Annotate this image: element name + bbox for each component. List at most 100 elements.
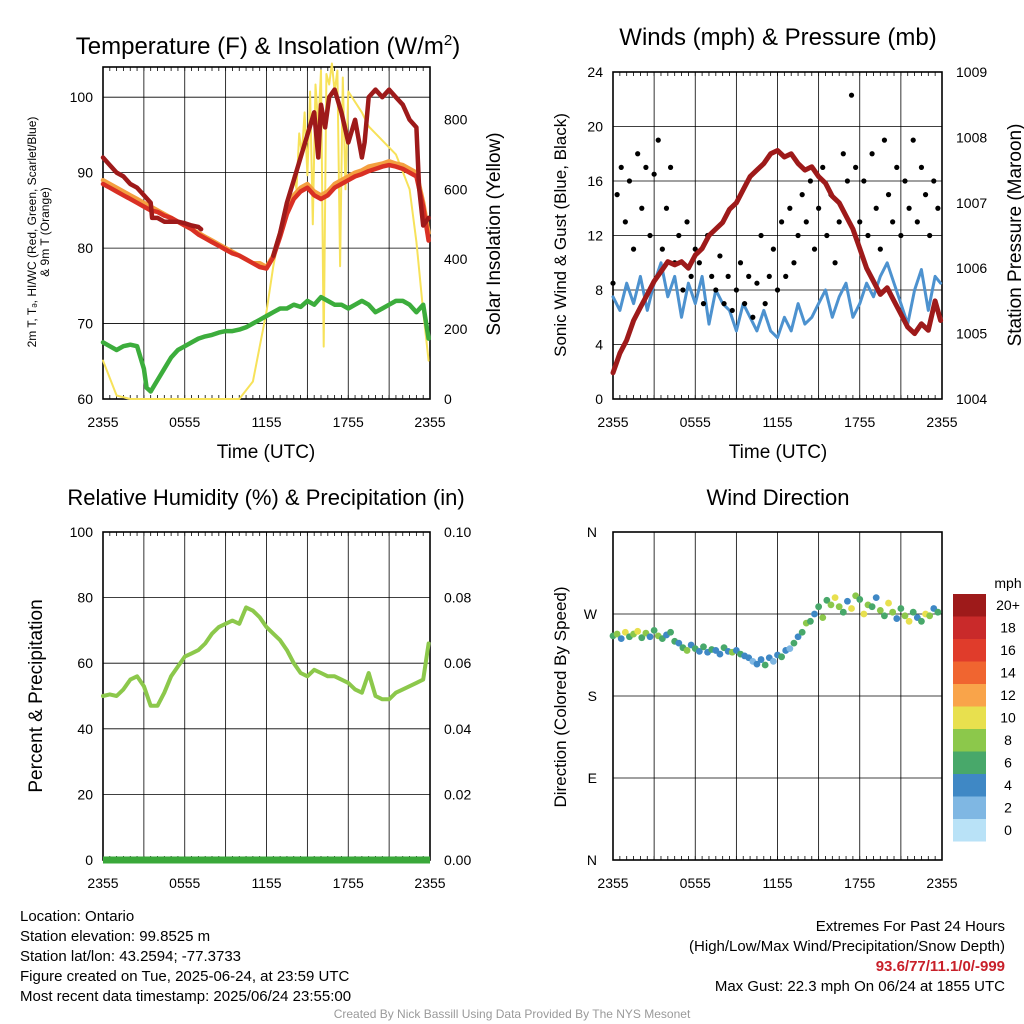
humidity-y-tick-label: 40 [77,721,93,737]
direction-point [646,633,654,641]
direction-x-tick-label: 1755 [844,875,875,891]
gust-point [635,151,641,157]
direction-point [889,608,897,616]
winds-y-label: Sonic Wind & Gust (Blue, Black) [551,113,570,357]
gust-point [844,178,851,184]
gust-point [787,205,793,211]
winds-x-label: Time (UTC) [729,442,828,463]
humidity-y2-tick-label: 0.10 [444,524,471,540]
direction-point [613,630,621,638]
winds-y-tick-label: 8 [595,282,603,298]
gust-point [754,280,760,286]
gust-point [713,287,719,293]
extremes-info: Extremes For Past 24 Hours (High/Low/Max… [689,917,1005,997]
gust-point [898,232,904,239]
station-latlon: Station lat/lon: 43.2594; -77.3733 [20,948,242,965]
humidity-y-tick-label: 100 [70,524,94,540]
temperature-y-tick-label: 90 [77,165,93,181]
gust-point [762,301,768,307]
speed-legend-swatch [953,639,986,662]
gust-point [766,273,772,279]
temperature-y2-tick-label: 800 [444,111,468,127]
winds-y-tick-label: 4 [595,337,603,353]
direction-point [848,605,855,612]
temperature-x-label: Time (UTC) [217,442,316,463]
direction-point [827,601,835,609]
direction-point [926,612,934,620]
gust-point [774,287,781,293]
humidity-y2-tick-label: 0.02 [444,786,471,802]
direction-point [753,660,761,668]
speed-legend-swatch [953,684,986,707]
speed-legend-label: 12 [1000,687,1016,703]
direction-point [856,596,864,603]
gust-point [663,205,670,211]
gust-point [700,301,707,307]
gust-point [618,164,624,170]
direction-point [695,647,703,655]
temperature-series-line-0 [102,62,430,400]
speed-legend-label: 10 [1000,710,1016,726]
speed-legend-title: mph [994,575,1021,591]
gust-point [803,219,809,225]
gust-point [733,287,739,293]
humidity-x-tick-label: 2355 [87,875,118,891]
temperature-series-line-3 [100,155,204,232]
extremes-subtitle: (High/Low/Max Wind/Precipitation/Snow De… [689,938,1005,955]
temperature-y-label-1: 2m T, Tₔ, HI/WC (Red, Green, Scarlet/Blu… [25,117,39,348]
gust-point [676,232,682,239]
speed-legend-swatch [953,661,986,684]
gust-point [742,301,748,307]
speed-legend-label: 8 [1004,732,1012,748]
humidity-y2-tick-label: 0.08 [444,590,471,606]
gust-point [914,219,920,225]
temperature-y2-tick-label: 200 [444,321,468,337]
speed-legend-swatch [953,751,986,774]
gust-point [750,314,756,320]
direction-point [769,657,777,665]
gust-point [795,232,801,239]
gust-point [643,164,649,170]
direction-point [716,650,724,658]
speed-legend-swatch [953,594,986,617]
direction-point [621,628,629,636]
gust-point [836,219,842,225]
direction-point [683,647,691,654]
direction-point [844,597,851,605]
gust-point [610,280,616,286]
gust-point [737,260,744,266]
gust-point [721,301,727,307]
direction-y-tick-label: S [588,688,597,704]
humidity-y2-tick-label: 0.04 [444,721,471,737]
speed-legend-label: 18 [1000,620,1016,636]
direction-point [815,603,823,611]
humidity-x-tick-label: 1155 [251,875,281,891]
gust-point [647,232,653,239]
recent-timestamp: Most recent data timestamp: 2025/06/24 2… [20,988,352,1005]
temperature-series-line-4 [100,294,431,394]
direction-point [885,599,892,607]
speed-legend-label: 2 [1004,800,1012,816]
wind-speed-line [611,261,943,340]
credit-line: Created By Nick Bassill Using Data Provi… [333,1007,691,1021]
temperature-y-tick-label: 70 [77,316,93,332]
direction-point [823,596,831,604]
gust-point [918,164,925,170]
temperature-x-tick-label: 1155 [251,414,281,430]
direction-point [638,634,646,642]
winds-y2-tick-label: 1009 [956,64,987,80]
humidity-line [101,605,431,708]
gust-point [667,164,674,170]
gust-point [696,260,702,266]
direction-point [650,627,658,634]
winds-chart-title: Winds (mph) & Pressure (mb) [619,24,936,51]
gust-point [927,232,933,239]
direction-x-tick-label: 2355 [926,875,957,891]
speed-legend-label: 0 [1004,822,1012,838]
pressure-line [610,148,944,376]
humidity-y2-tick-label: 0.00 [444,852,471,868]
insolation-y-label: Solar Insolation (Yellow) [484,132,505,335]
winds-y2-tick-label: 1006 [956,260,987,276]
gust-point [848,92,855,98]
